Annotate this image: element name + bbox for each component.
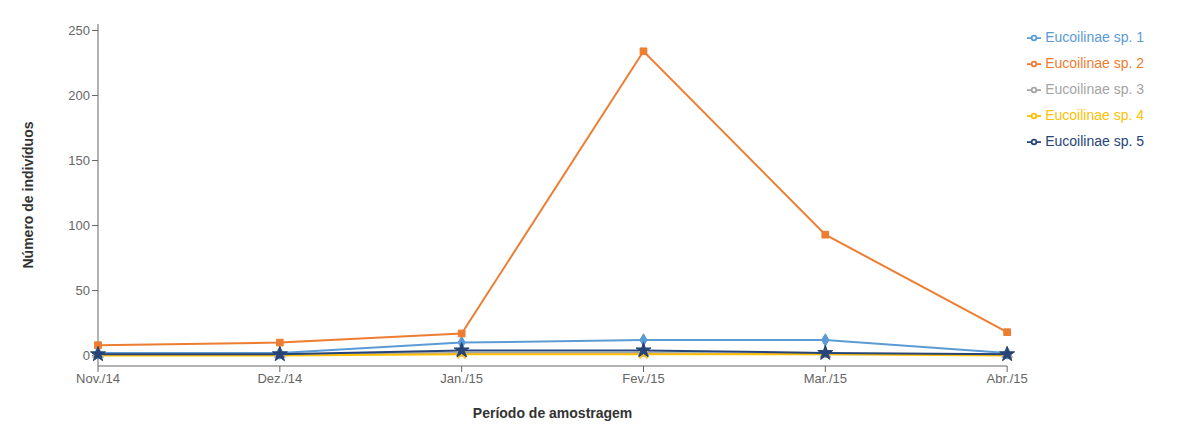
svg-text:Fev./15: Fev./15 [622, 371, 664, 386]
svg-text:200: 200 [68, 88, 90, 103]
svg-text:50: 50 [76, 283, 90, 298]
svg-text:100: 100 [68, 218, 90, 233]
svg-text:Número de indivíduos: Número de indivíduos [20, 121, 36, 268]
svg-text:150: 150 [68, 153, 90, 168]
svg-text:Jan./15: Jan./15 [440, 371, 483, 386]
html-text:Eucoilinae sp. 5: Eucoilinae sp. 5 [1045, 133, 1144, 149]
html-text:Eucoilinae sp. 3: Eucoilinae sp. 3 [1045, 81, 1144, 97]
svg-text:Dez./14: Dez./14 [257, 371, 302, 386]
svg-text:Nov./14: Nov./14 [76, 371, 120, 386]
svg-text:Abr./15: Abr./15 [987, 371, 1028, 386]
svg-text:250: 250 [68, 23, 90, 38]
html-text:Eucoilinae sp. 2: Eucoilinae sp. 2 [1045, 55, 1144, 71]
svg-text:Período de amostragem: Período de amostragem [473, 405, 633, 421]
svg-text:0: 0 [83, 348, 90, 363]
html-text:Eucoilinae sp. 1: Eucoilinae sp. 1 [1045, 29, 1144, 45]
html-text:Eucoilinae sp. 4: Eucoilinae sp. 4 [1045, 107, 1144, 123]
svg-text:Mar./15: Mar./15 [804, 371, 847, 386]
